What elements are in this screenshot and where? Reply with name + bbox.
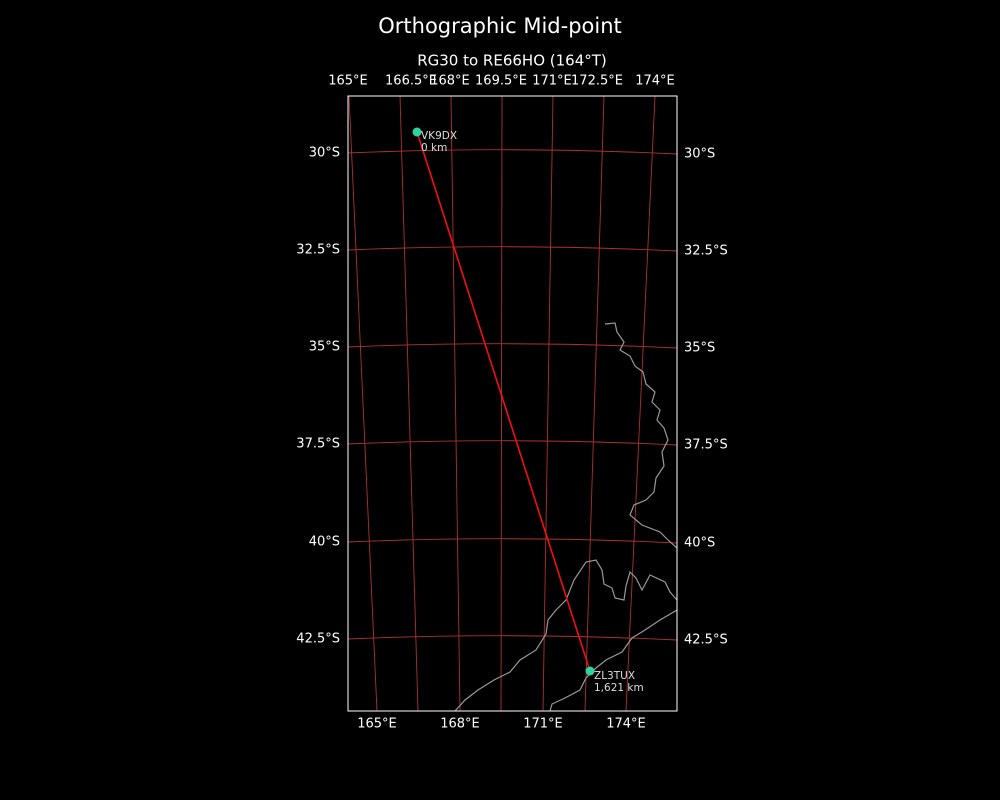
lat-label-right: 32.5°S <box>684 244 728 259</box>
subtitle: RG30 to RE66HO (164°T) <box>417 52 607 70</box>
top-lon-label: 169.5°E <box>475 74 527 89</box>
top-lon-label: 172.5°E <box>571 74 623 89</box>
lat-label-right: 37.5°S <box>684 438 728 453</box>
parallel <box>348 149 677 155</box>
meridian <box>348 96 378 711</box>
lat-label-left: 37.5°S <box>296 437 340 452</box>
coastline-north <box>604 322 677 549</box>
great-circle-path <box>416 131 591 672</box>
top-lon-label: 168°E <box>430 74 470 89</box>
meridian <box>500 96 503 711</box>
coastline <box>454 322 677 711</box>
parallel <box>348 538 677 544</box>
parallel <box>348 635 677 641</box>
lat-label-left: 32.5°S <box>296 243 340 258</box>
lat-label-left: 30°S <box>309 146 340 161</box>
coastline-south <box>454 559 677 711</box>
top-lon-label: 174°E <box>635 74 675 89</box>
lat-label-left: 42.5°S <box>296 632 340 647</box>
station-marker <box>412 127 422 137</box>
meridian <box>450 96 461 711</box>
bottom-lon-label: 171°E <box>523 717 563 732</box>
lat-label-right: 40°S <box>684 536 715 551</box>
map-frame <box>347 95 678 712</box>
coastline-east <box>549 609 677 711</box>
lat-label-right: 35°S <box>684 341 715 356</box>
station-label: ZL3TUX <box>594 670 635 682</box>
bottom-lon-label: 168°E <box>440 717 480 732</box>
station-distance: 1,621 km <box>594 682 644 694</box>
station-distance: 0 km <box>421 142 447 154</box>
bottom-lon-label: 174°E <box>606 717 646 732</box>
lat-label-left: 40°S <box>309 535 340 550</box>
meridian <box>399 96 419 711</box>
title: Orthographic Mid-point <box>378 14 622 38</box>
top-lon-label: 166.5°E <box>385 74 437 89</box>
lat-label-left: 35°S <box>309 340 340 355</box>
station-label: VK9DX <box>421 130 457 142</box>
meridian <box>625 96 656 711</box>
parallel <box>348 246 677 252</box>
parallel <box>348 343 677 349</box>
bottom-lon-label: 165°E <box>357 717 397 732</box>
lat-label-right: 30°S <box>684 147 715 162</box>
meridian <box>584 96 605 711</box>
lat-label-right: 42.5°S <box>684 633 728 648</box>
station-marker <box>585 666 595 676</box>
parallel <box>348 440 677 446</box>
meridian <box>542 96 554 711</box>
graticule <box>348 96 677 711</box>
top-lon-label: 171°E <box>532 74 572 89</box>
top-lon-label: 165°E <box>328 74 368 89</box>
